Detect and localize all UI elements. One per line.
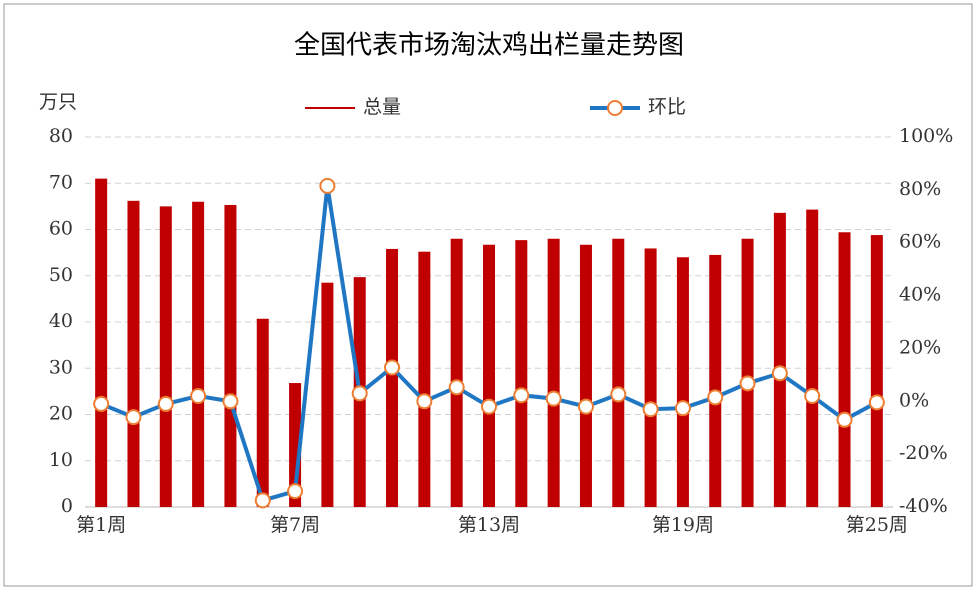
- line-marker: [448, 379, 465, 396]
- bar: [612, 238, 625, 507]
- x-tick-label: 第25周: [846, 514, 908, 536]
- x-tick-label: 第13周: [458, 514, 520, 536]
- line-marker: [481, 398, 497, 415]
- line-marker: [190, 388, 207, 404]
- line-marker: [319, 177, 336, 194]
- y2-tick-label: 100%: [899, 125, 953, 147]
- bar: [95, 178, 108, 507]
- y2-tick-label: 60%: [899, 231, 941, 253]
- x-tick-label: 第7周: [270, 514, 320, 536]
- bar: [159, 206, 172, 507]
- bar: [450, 238, 463, 507]
- y2-tick-label: 80%: [899, 178, 941, 200]
- bar: [773, 212, 786, 507]
- line-marker: [254, 492, 271, 509]
- line-marker: [416, 393, 433, 410]
- y2-tick-label: -20%: [899, 442, 948, 464]
- line-marker: [513, 387, 530, 404]
- line-marker: [868, 394, 885, 411]
- bar: [321, 282, 334, 507]
- y-axis-label: 万只: [39, 91, 77, 113]
- y-tick-label: 50: [49, 264, 73, 286]
- line-marker: [642, 401, 659, 418]
- bar: [644, 248, 657, 507]
- bar: [483, 244, 495, 507]
- bar: [256, 318, 269, 507]
- line-marker: [125, 409, 142, 426]
- y-tick-label: 0: [61, 495, 73, 517]
- bar: [676, 257, 689, 507]
- y-tick-label: 80: [49, 125, 73, 147]
- y2-tick-label: 20%: [899, 336, 941, 358]
- line-marker: [771, 365, 788, 382]
- line-marker: [93, 395, 110, 412]
- legend-label: 总量: [363, 96, 401, 118]
- bar: [870, 235, 883, 508]
- legend-label: 环比: [648, 96, 686, 118]
- x-tick-label: 第1周: [76, 514, 126, 536]
- line-marker: [674, 400, 691, 417]
- bar: [224, 204, 237, 508]
- line-marker: [545, 390, 562, 407]
- line-marker: [384, 359, 401, 376]
- line-marker: [351, 385, 368, 402]
- y2-tick-label: 0%: [899, 389, 929, 411]
- bar: [547, 238, 560, 507]
- line-marker: [577, 398, 594, 415]
- bar: [709, 254, 722, 507]
- line-marker: [287, 483, 304, 500]
- y-tick-label: 10: [49, 449, 73, 471]
- y2-tick-label: 40%: [899, 284, 941, 306]
- y-tick-label: 30: [49, 356, 73, 378]
- y-tick-label: 20: [49, 403, 73, 425]
- y2-tick-label: -40%: [899, 495, 948, 517]
- bar: [386, 248, 399, 508]
- bar: [127, 200, 140, 507]
- bar: [418, 251, 431, 507]
- line-marker: [157, 395, 174, 412]
- y-tick-label: 70: [49, 171, 73, 193]
- chart-title: 全国代表市场淘汰鸡出栏量走势图: [294, 31, 684, 61]
- bar: [806, 209, 819, 508]
- y-tick-label: 40: [49, 310, 73, 332]
- line-marker: [739, 375, 756, 392]
- legend-swatch: [607, 100, 623, 116]
- bar: [192, 201, 205, 507]
- line-marker: [610, 386, 627, 403]
- line-marker: [804, 388, 821, 404]
- line-marker: [707, 389, 724, 406]
- y-tick-label: 60: [49, 218, 73, 240]
- line-marker: [222, 393, 239, 410]
- bar: [579, 244, 592, 507]
- line-marker: [836, 411, 853, 428]
- bar: [838, 232, 851, 507]
- bar: [515, 240, 528, 507]
- bar: [741, 238, 754, 507]
- x-tick-label: 第19周: [652, 514, 714, 536]
